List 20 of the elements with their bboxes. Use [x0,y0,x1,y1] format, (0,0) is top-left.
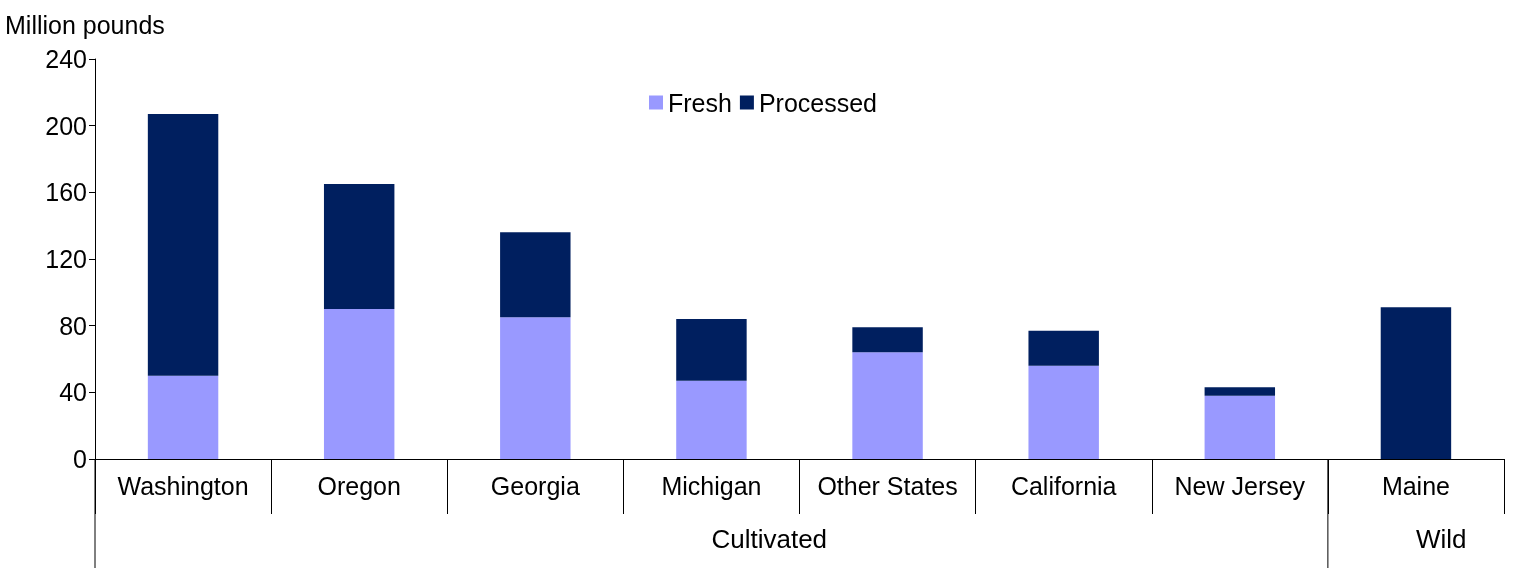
y-tick-label: 240 [45,45,87,73]
y-axis-title: Million pounds [5,10,165,39]
x-tick-label: Other States [817,471,958,500]
y-tick-label: 200 [45,111,87,140]
x-tick-label: Maine [1381,471,1450,500]
legend-label: Fresh [667,88,732,117]
x-tick-label: Michigan [661,471,762,500]
text: Cultivated [711,524,828,554]
x-tick-label: Georgia [490,471,580,500]
y-tick-label: 120 [45,245,87,273]
y-tick-label: 80 [59,311,87,340]
legend-label: Processed [758,88,878,117]
x-tick-label: New Jersey [1174,471,1306,500]
y-tick-label: 160 [45,178,87,207]
x-tick-label: California [1010,471,1117,500]
y-tick-label: 40 [59,378,87,407]
x-tick-label: Oregon [317,471,401,500]
y-tick-label: 0 [73,445,87,473]
text: Wild [1415,524,1467,554]
x-tick-label: Washington [117,471,249,500]
